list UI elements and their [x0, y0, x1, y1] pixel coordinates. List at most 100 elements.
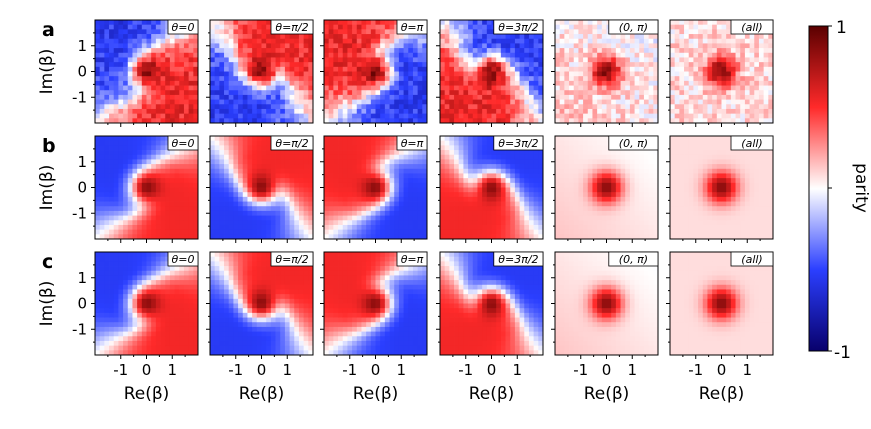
heatmap-cell [491, 71, 497, 77]
heatmap-cell [95, 215, 101, 221]
heatmap-cell [408, 150, 414, 156]
heatmap-cell [394, 206, 400, 212]
heatmap-cell [242, 201, 248, 207]
heatmap-cell [342, 145, 348, 151]
heatmap-cell [324, 154, 330, 160]
heatmap-cell [127, 229, 133, 235]
heatmap-cell [289, 66, 295, 72]
heatmap-cell [768, 113, 774, 119]
heatmap-cell [280, 57, 286, 63]
heatmap-cell [298, 80, 305, 86]
heatmap-cell [583, 76, 589, 82]
heatmap-cell [328, 118, 334, 124]
heatmap-cell [109, 57, 115, 63]
heatmap-cell [375, 118, 381, 124]
heatmap-cell [193, 182, 199, 188]
heatmap-cell [454, 57, 460, 63]
heatmap-cell [275, 182, 281, 188]
heatmap-cell [688, 108, 694, 115]
heatmap-cell [417, 182, 423, 188]
heatmap-cell [342, 43, 348, 49]
heatmap-cell [174, 71, 180, 77]
heatmap-cell [95, 192, 101, 198]
heatmap-cell [188, 192, 194, 198]
heatmap-cell [333, 76, 339, 82]
heatmap-cell [174, 34, 180, 40]
heatmap-cell [417, 62, 423, 68]
heatmap-cell [611, 34, 617, 40]
heatmap-cell [308, 164, 314, 170]
heatmap-cell [458, 90, 464, 96]
heatmap-cell [356, 94, 362, 100]
heatmap-cell [256, 187, 262, 193]
heatmap-cell [188, 66, 194, 72]
heatmap-cell [95, 187, 101, 193]
heatmap-cell [256, 20, 262, 26]
heatmap-cell [472, 34, 478, 40]
heatmap-cell [597, 43, 603, 49]
heatmap-cell [352, 113, 358, 119]
heatmap-cell [219, 210, 225, 216]
heatmap-cell [408, 215, 414, 221]
heatmap-cell [289, 57, 295, 63]
heatmap-cell [289, 229, 295, 235]
heatmap-cell [468, 206, 474, 212]
heatmap-cell [505, 85, 511, 91]
heatmap-cell [155, 168, 161, 174]
heatmap-cell [403, 182, 409, 188]
heatmap-cell [366, 43, 372, 49]
heatmap-cell [528, 220, 535, 226]
heatmap-cell [342, 20, 348, 26]
heatmap-cell [118, 48, 124, 54]
heatmap-cell [308, 215, 314, 221]
heatmap-cell [165, 192, 171, 198]
heatmap-cell [510, 201, 516, 207]
heatmap-cell [155, 113, 161, 119]
heatmap-cell [370, 210, 376, 216]
heatmap-cell [688, 76, 694, 82]
heatmap-cell [538, 150, 544, 156]
heatmap-cell [210, 206, 216, 212]
heatmap-cell [179, 178, 185, 184]
heatmap-cell [384, 113, 390, 119]
heatmap-cell [151, 145, 157, 151]
heatmap-cell [735, 52, 741, 58]
panel-a-1: θ=π/2 [206, 19, 314, 127]
heatmap-cell [403, 71, 409, 77]
heatmap-cell [160, 210, 166, 216]
heatmap-cell [519, 164, 525, 170]
heatmap-cell [674, 66, 680, 72]
heatmap-cell [188, 113, 194, 119]
heatmap-cell [132, 187, 138, 193]
heatmap-cell [151, 43, 157, 49]
heatmap-cell [242, 234, 248, 240]
heatmap-cell [247, 215, 253, 221]
heatmap-cell [104, 113, 110, 119]
heatmap-cell [674, 85, 680, 91]
heatmap-cell [380, 90, 386, 96]
heatmap-cell [578, 48, 584, 54]
heatmap-cell [496, 94, 502, 100]
heatmap-cell [233, 178, 239, 184]
heatmap-cell [384, 94, 390, 100]
heatmap-cell [252, 34, 258, 40]
heatmap-cell [342, 224, 348, 231]
heatmap-cell [394, 94, 400, 100]
heatmap-cell [758, 62, 765, 68]
heatmap-cell [653, 94, 659, 100]
heatmap-cell [510, 173, 516, 179]
heatmap-cell [252, 210, 258, 216]
heatmap-cell [422, 173, 428, 179]
heatmap-cell [555, 52, 561, 58]
heatmap-cell [118, 220, 124, 226]
heatmap-cell [169, 224, 175, 231]
heatmap-cell [361, 192, 367, 198]
heatmap-cell [324, 145, 330, 151]
heatmap-cell [449, 20, 455, 26]
heatmap-cell [141, 182, 147, 188]
heatmap-cell [615, 57, 621, 63]
heatmap-cell [408, 43, 414, 49]
heatmap-cell [601, 80, 607, 86]
heatmap-cell [219, 76, 225, 82]
heatmap-cell [165, 168, 171, 174]
